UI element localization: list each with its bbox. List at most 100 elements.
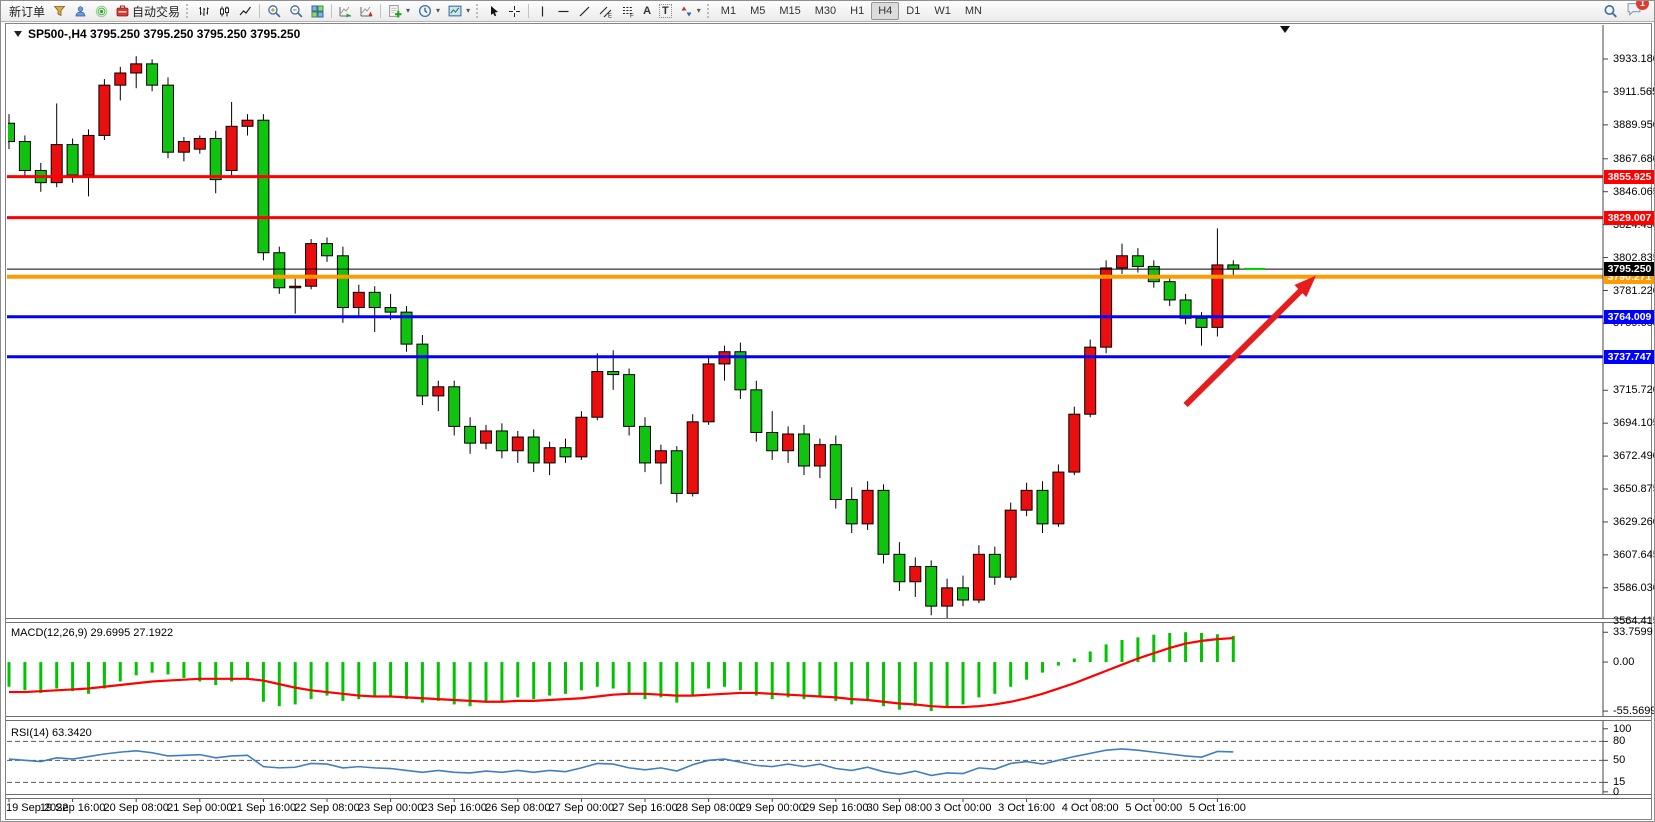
candle: [448, 386, 461, 427]
candle: [877, 489, 890, 555]
indicators-button[interactable]: ▾: [384, 2, 414, 21]
search-icon[interactable]: [1603, 4, 1618, 19]
candle: [607, 371, 620, 376]
candle: [1195, 317, 1208, 328]
svg-text:E: E: [608, 13, 612, 18]
timeframe-button-MN[interactable]: MN: [964, 5, 982, 17]
pane-splitter-macd[interactable]: [6, 618, 1651, 623]
zoom-out-button[interactable]: [285, 2, 307, 21]
timeframe-button-H4[interactable]: H4: [871, 2, 900, 20]
candles: [8, 56, 1240, 619]
broadcast-button[interactable]: [91, 2, 112, 21]
equidistant-channel-tool-button[interactable]: E: [595, 2, 617, 21]
candle: [750, 389, 763, 433]
candle: [177, 141, 190, 153]
candle: [18, 141, 31, 171]
timeframe-button-M30[interactable]: M30: [814, 5, 837, 17]
autotrade-button[interactable]: 自动交易: [112, 2, 184, 21]
community-button[interactable]: [70, 2, 91, 21]
crosshair-tool-button[interactable]: [504, 2, 525, 21]
candlestick-chart-button[interactable]: [214, 2, 235, 21]
timeframe-button-M1[interactable]: M1: [720, 5, 737, 17]
candle: [1100, 267, 1113, 348]
candle: [480, 430, 492, 444]
text-tool-label: A: [643, 5, 652, 17]
text-label-tool-button[interactable]: T: [655, 2, 676, 21]
candle: [925, 566, 938, 607]
candle: [416, 343, 429, 397]
rsi-name: RSI(14): [11, 727, 49, 739]
bar-chart-button[interactable]: [193, 2, 214, 21]
timeframe-button-M15[interactable]: M15: [779, 5, 801, 17]
zoom-in-button[interactable]: [263, 2, 285, 21]
chart-shift-icon: [360, 6, 373, 16]
candle: [782, 433, 795, 452]
candle: [1211, 264, 1224, 328]
toolbar-grip: [186, 4, 191, 18]
chart-shift-button[interactable]: [356, 2, 377, 21]
text-tool-button[interactable]: A: [639, 2, 655, 21]
candle: [909, 566, 922, 583]
candle: [559, 447, 572, 458]
arrows-icon: [681, 6, 692, 16]
time-axis[interactable]: [6, 799, 1603, 819]
notifications-button[interactable]: 1: [1626, 1, 1649, 21]
arrows-tool-button[interactable]: ▾: [676, 2, 705, 21]
trendline-tool-button[interactable]: [574, 2, 595, 21]
broadcast-icon: [95, 5, 108, 17]
timeframe-button-D1[interactable]: D1: [906, 5, 921, 17]
symbol-header[interactable]: SP500-,H4 3795.250 3795.250 3795.250 379…: [14, 27, 300, 41]
candle: [464, 425, 477, 444]
candle: [1004, 509, 1017, 578]
symbol-ohlc-label: SP500-,H4 3795.250 3795.250 3795.250 379…: [28, 27, 301, 41]
toolbar-separator: [259, 4, 261, 18]
vertical-line-tool-button[interactable]: [532, 2, 553, 21]
candle: [432, 386, 445, 397]
candle: [972, 553, 985, 601]
candle: [273, 252, 286, 289]
timeframe-button-W1[interactable]: W1: [934, 5, 951, 17]
auto-scroll-button[interactable]: [335, 2, 356, 21]
pane-splitter-rsi[interactable]: [6, 716, 1651, 721]
funnel-button[interactable]: [49, 2, 70, 21]
candle: [1068, 413, 1081, 473]
cursor-tool-button[interactable]: [483, 2, 504, 21]
auto-scroll-icon: [339, 6, 352, 17]
candle: [1179, 299, 1192, 319]
candle: [798, 433, 810, 467]
candle: [368, 291, 381, 309]
candle: [1227, 264, 1240, 270]
candle: [941, 587, 954, 607]
horizontal-line-tool-button[interactable]: [553, 2, 574, 21]
candle: [384, 307, 397, 313]
fibonacci-tool-button[interactable]: F: [617, 2, 639, 21]
timeframe-button-M5[interactable]: M5: [750, 5, 766, 17]
line-chart-icon: [239, 6, 252, 15]
horizontal-line-icon: [558, 10, 569, 12]
candle: [305, 243, 318, 287]
cursor-icon: [491, 5, 499, 16]
candle: [130, 63, 143, 74]
price-axis[interactable]: [1604, 25, 1654, 795]
candle: [734, 351, 747, 391]
trend-arrow-shaft[interactable]: [1183, 287, 1304, 408]
bar-chart-icon: [199, 6, 209, 16]
templates-button[interactable]: ▾: [444, 2, 474, 21]
periods-button[interactable]: ▾: [414, 2, 444, 21]
candle: [1131, 255, 1144, 267]
rsi-label: RSI(14) 63.3420: [11, 727, 92, 739]
candle: [591, 371, 604, 418]
candlestick-chart-icon: [220, 6, 230, 16]
line-chart-button[interactable]: [235, 2, 256, 21]
timeframe-button-H1[interactable]: H1: [850, 5, 865, 17]
new-order-button[interactable]: 新订单: [5, 2, 49, 21]
tile-windows-button[interactable]: [307, 2, 328, 21]
candle: [82, 134, 95, 176]
candle: [400, 311, 413, 345]
candle: [98, 84, 111, 136]
chevron-down-icon: ▾: [466, 6, 471, 15]
candle: [8, 122, 15, 143]
candle: [829, 444, 842, 500]
candle: [50, 144, 63, 184]
